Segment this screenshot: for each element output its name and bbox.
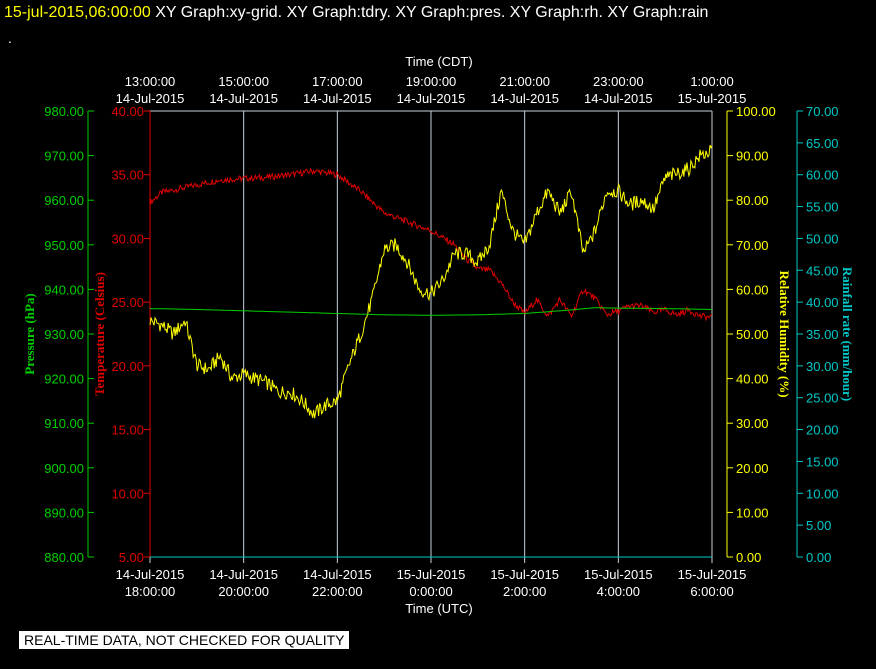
top-tick-date-0: 14-Jul-2015 xyxy=(116,91,185,106)
quality-banner: REAL-TIME DATA, NOT CHECKED FOR QUALITY xyxy=(19,631,350,649)
temperature-tick-label-1: 35.00 xyxy=(111,168,144,183)
bottom-tick-date-1: 14-Jul-2015 xyxy=(209,567,278,582)
pressure-tick-label-3: 950.00 xyxy=(44,238,84,253)
rain-tick-label-13: 5.00 xyxy=(806,518,831,533)
bottom-axis-title: Time (UTC) xyxy=(405,601,472,616)
pressure-tick-label-4: 940.00 xyxy=(44,282,84,297)
pressure-tick-label-5: 930.00 xyxy=(44,327,84,342)
bottom-tick-date-6: 15-Jul-2015 xyxy=(678,567,747,582)
humidity-tick-label-1: 90.00 xyxy=(736,149,769,164)
pressure-tick-label-10: 880.00 xyxy=(44,550,84,565)
rain-tick-label-10: 20.00 xyxy=(806,423,839,438)
top-tick-time-4: 21:00:00 xyxy=(499,74,550,89)
pressure-tick-label-8: 900.00 xyxy=(44,461,84,476)
graph-title-rain: XY Graph:rain xyxy=(607,4,709,21)
humidity-axis-title: Relative Humidity (%) xyxy=(777,270,792,397)
bottom-tick-time-1: 20:00:00 xyxy=(218,584,269,599)
bottom-tick-date-0: 14-Jul-2015 xyxy=(116,567,185,582)
pressure-tick-label-0: 980.00 xyxy=(44,104,84,119)
bottom-tick-time-2: 22:00:00 xyxy=(312,584,363,599)
pressure-tick-label-6: 920.00 xyxy=(44,372,84,387)
rain-tick-label-0: 70.00 xyxy=(806,104,839,119)
humidity-tick-label-7: 30.00 xyxy=(736,416,769,431)
rain-tick-label-1: 65.00 xyxy=(806,136,839,151)
pressure-tick-label-9: 890.00 xyxy=(44,505,84,520)
pressure-axis-title: Pressure (hPa) xyxy=(22,293,37,374)
humidity-tick-label-5: 50.00 xyxy=(736,327,769,342)
temperature-tick-label-0: 40.00 xyxy=(111,104,144,119)
series-line-temperature xyxy=(149,167,713,322)
rain-tick-label-2: 60.00 xyxy=(806,168,839,183)
temperature-tick-label-7: 5.00 xyxy=(119,550,144,565)
bottom-tick-time-0: 18:00:00 xyxy=(125,584,176,599)
top-tick-date-6: 15-Jul-2015 xyxy=(678,91,747,106)
bottom-tick-date-3: 15-Jul-2015 xyxy=(397,567,466,582)
humidity-tick-label-6: 40.00 xyxy=(736,372,769,387)
temperature-tick-label-2: 30.00 xyxy=(111,231,144,246)
temperature-tick-label-3: 25.00 xyxy=(111,295,144,310)
bottom-tick-date-2: 14-Jul-2015 xyxy=(303,567,372,582)
graph-title-xy-grid: XY Graph:xy-grid. xyxy=(155,4,283,21)
top-tick-time-6: 1:00:00 xyxy=(690,74,733,89)
top-tick-date-1: 14-Jul-2015 xyxy=(209,91,278,106)
bottom-tick-time-6: 6:00:00 xyxy=(690,584,733,599)
top-tick-date-4: 14-Jul-2015 xyxy=(490,91,559,106)
humidity-tick-label-9: 10.00 xyxy=(736,505,769,520)
top-tick-date-3: 14-Jul-2015 xyxy=(397,91,466,106)
bottom-tick-time-5: 4:00:00 xyxy=(597,584,640,599)
rain-tick-label-3: 55.00 xyxy=(806,200,839,215)
graph-title-pres: XY Graph:pres. xyxy=(395,4,506,21)
top-axis-title: Time (CDT) xyxy=(405,54,472,69)
dot-marker: . xyxy=(8,30,12,46)
rain-tick-label-7: 35.00 xyxy=(806,327,839,342)
bottom-tick-time-4: 2:00:00 xyxy=(503,584,546,599)
rain-tick-label-9: 25.00 xyxy=(806,391,839,406)
humidity-tick-label-4: 60.00 xyxy=(736,282,769,297)
bottom-tick-date-4: 15-Jul-2015 xyxy=(490,567,559,582)
series-line-humidity xyxy=(149,144,713,419)
window-title: 15-jul-2015,06:00:00 XY Graph:xy-grid. X… xyxy=(4,4,708,22)
rain-tick-label-6: 40.00 xyxy=(806,295,839,310)
top-tick-date-5: 14-Jul-2015 xyxy=(584,91,653,106)
temperature-axis-title: Temperature (Celsius) xyxy=(92,272,107,396)
top-tick-time-5: 23:00:00 xyxy=(593,74,644,89)
rain-tick-label-8: 30.00 xyxy=(806,359,839,374)
rain-tick-label-4: 50.00 xyxy=(806,231,839,246)
rain-tick-label-5: 45.00 xyxy=(806,263,839,278)
bottom-tick-time-3: 0:00:00 xyxy=(409,584,452,599)
rain-axis-title: Rainfall rate (mm/hour) xyxy=(840,267,855,401)
top-tick-time-1: 15:00:00 xyxy=(218,74,269,89)
rain-tick-label-14: 0.00 xyxy=(806,550,831,565)
top-tick-time-3: 19:00:00 xyxy=(406,74,457,89)
graph-title-tdry: XY Graph:tdry. xyxy=(286,4,391,21)
pressure-tick-label-1: 970.00 xyxy=(44,149,84,164)
series-line-pressure xyxy=(149,307,713,316)
timestamp: 15-jul-2015,06:00:00 xyxy=(4,4,151,21)
pressure-tick-label-7: 910.00 xyxy=(44,416,84,431)
bottom-tick-date-5: 15-Jul-2015 xyxy=(584,567,653,582)
top-tick-time-0: 13:00:00 xyxy=(125,74,176,89)
humidity-tick-label-10: 0.00 xyxy=(736,550,761,565)
humidity-tick-label-3: 70.00 xyxy=(736,238,769,253)
temperature-tick-label-5: 15.00 xyxy=(111,423,144,438)
top-tick-time-2: 17:00:00 xyxy=(312,74,363,89)
humidity-tick-label-0: 100.00 xyxy=(736,104,776,119)
top-tick-date-2: 14-Jul-2015 xyxy=(303,91,372,106)
rain-tick-label-11: 15.00 xyxy=(806,454,839,469)
humidity-tick-label-2: 80.00 xyxy=(736,193,769,208)
pressure-tick-label-2: 960.00 xyxy=(44,193,84,208)
temperature-tick-label-4: 20.00 xyxy=(111,359,144,374)
humidity-tick-label-8: 20.00 xyxy=(736,461,769,476)
rain-tick-label-12: 10.00 xyxy=(806,486,839,501)
graph-title-rh: XY Graph:rh. xyxy=(509,4,603,21)
temperature-tick-label-6: 10.00 xyxy=(111,486,144,501)
